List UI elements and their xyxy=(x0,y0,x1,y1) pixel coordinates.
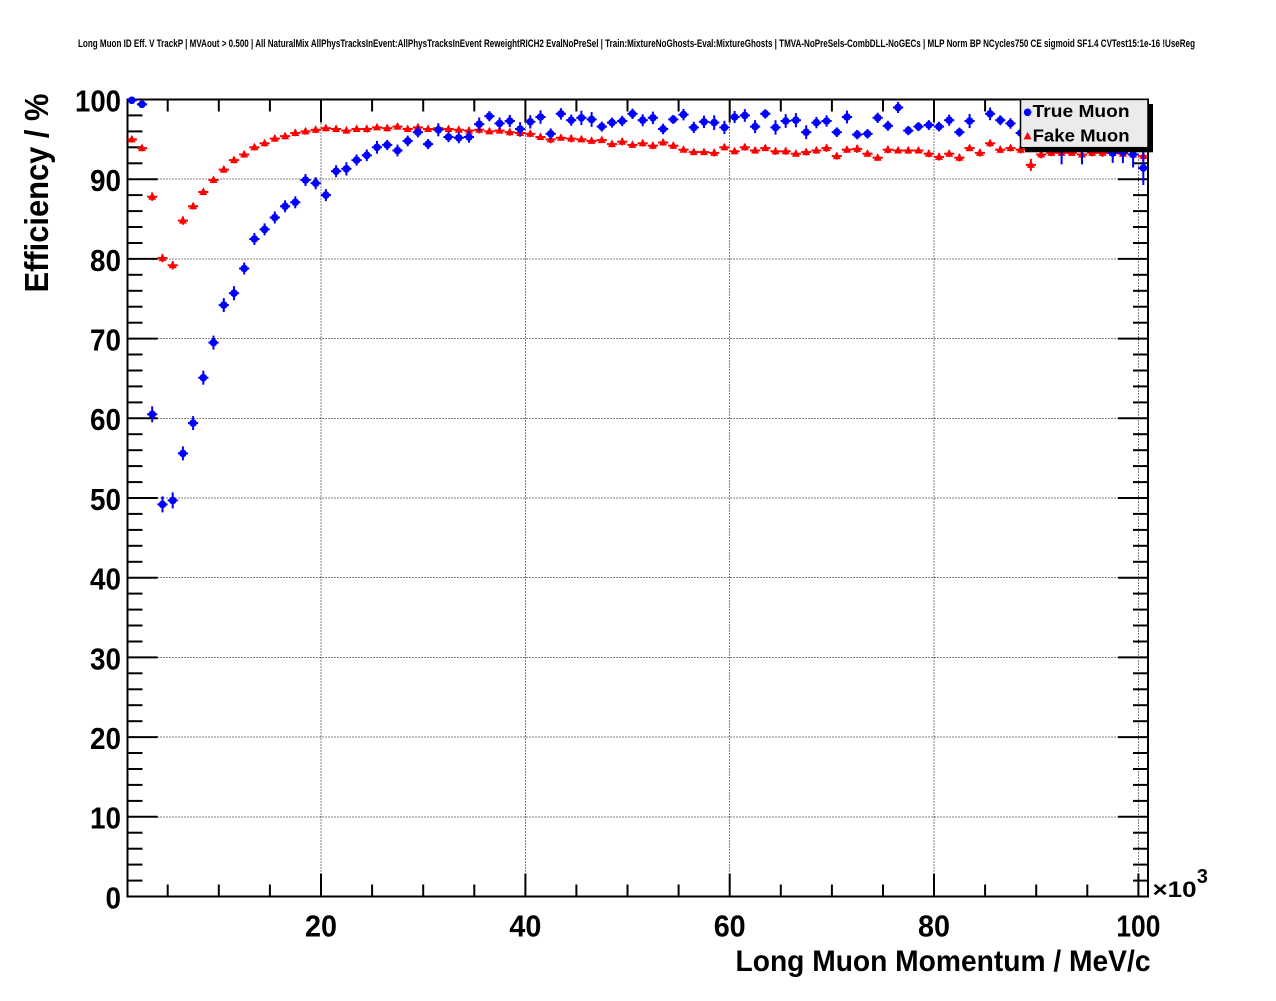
svg-text:50: 50 xyxy=(90,482,121,517)
svg-text:Long Muon Momentum / MeV/c: Long Muon Momentum / MeV/c xyxy=(736,945,1151,978)
svg-text:Efficiency / %: Efficiency / % xyxy=(18,94,55,293)
svg-text:30: 30 xyxy=(90,641,121,676)
svg-text:60: 60 xyxy=(714,909,746,944)
svg-text:90: 90 xyxy=(90,163,121,198)
svg-text:40: 40 xyxy=(90,562,121,597)
svg-text:80: 80 xyxy=(90,243,121,278)
svg-text:80: 80 xyxy=(918,909,950,944)
svg-text:20: 20 xyxy=(305,909,337,944)
svg-text:×10: ×10 xyxy=(1153,877,1197,902)
svg-text:40: 40 xyxy=(509,909,541,944)
svg-text:Fake Muon: Fake Muon xyxy=(1033,125,1130,145)
svg-text:True Muon: True Muon xyxy=(1033,101,1130,121)
svg-text:60: 60 xyxy=(90,402,121,437)
svg-text:20: 20 xyxy=(90,721,121,756)
svg-text:0: 0 xyxy=(106,880,122,915)
svg-text:10: 10 xyxy=(90,801,121,836)
svg-text:Long Muon ID Eff. V TrackP | M: Long Muon ID Eff. V TrackP | MVAout > 0.… xyxy=(78,38,1195,50)
svg-text:70: 70 xyxy=(90,323,121,358)
svg-text:3: 3 xyxy=(1197,866,1208,888)
svg-text:100: 100 xyxy=(75,83,121,118)
svg-text:100: 100 xyxy=(1116,909,1160,944)
